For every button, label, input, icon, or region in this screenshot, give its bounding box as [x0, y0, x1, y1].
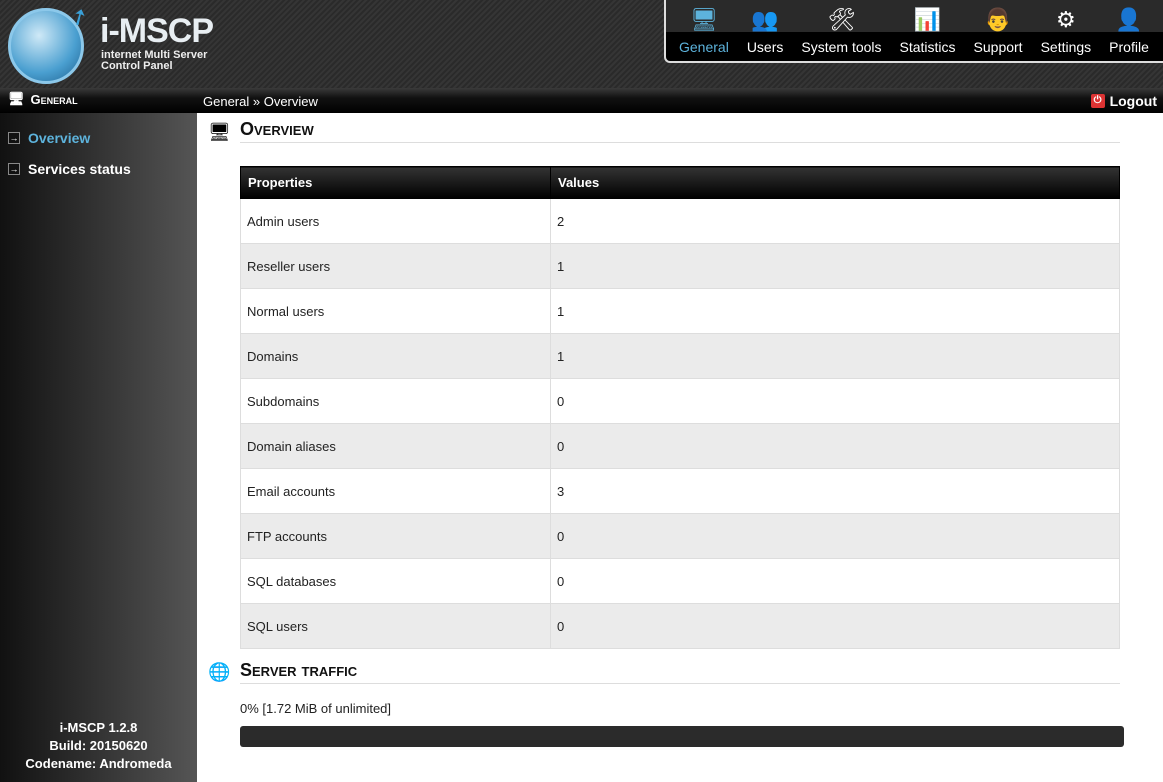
- nav-profile[interactable]: 👤 Profile: [1100, 0, 1158, 61]
- header: ➚ i-MSCP internet Multi Server Control P…: [0, 0, 1163, 88]
- sidebar: [0, 113, 197, 782]
- nav-settings[interactable]: ⚙ Settings: [1032, 0, 1101, 61]
- nav-label: Users: [746, 39, 784, 55]
- sidebar-item-label: Services status: [28, 161, 131, 177]
- property-cell: Normal users: [240, 288, 551, 334]
- codename: Codename: Andromeda: [25, 756, 172, 771]
- nav-label: Support: [973, 39, 1023, 55]
- overview-title: Overview: [240, 119, 1120, 143]
- table-row: Admin users 2: [240, 198, 1120, 244]
- table-row: Normal users 1: [240, 288, 1120, 334]
- power-icon: ⏻: [1090, 94, 1105, 108]
- tools-icon: 🛠: [827, 7, 856, 32]
- traffic-progress-bar: [240, 726, 1124, 747]
- property-cell: Subdomains: [240, 378, 551, 424]
- table-row: Email accounts 3: [240, 468, 1120, 514]
- arrow-right-icon: →: [8, 132, 20, 144]
- column-header: Properties: [240, 166, 551, 199]
- nav-system-tools[interactable]: 🛠 System tools: [792, 0, 890, 61]
- title-bar: [0, 88, 1163, 113]
- value-cell: 0: [550, 603, 1120, 649]
- nav-label: General: [679, 39, 729, 55]
- value-cell: 1: [550, 333, 1120, 379]
- users-icon: 👥: [751, 7, 779, 32]
- top-nav: 🖥 General 👥 Users 🛠 System tools 📊 Statistic…: [664, 0, 1163, 63]
- property-cell: SQL databases: [240, 558, 551, 604]
- build: Build: 20150620: [49, 738, 148, 753]
- table-row: FTP accounts 0: [240, 513, 1120, 559]
- monitor-icon: 🖥: [208, 122, 231, 142]
- logout-button[interactable]: ⏻ Logout: [1090, 93, 1157, 109]
- table-row: Reseller users 1: [240, 243, 1120, 289]
- value-cell: 2: [550, 198, 1120, 244]
- table-row: Domain aliases 0: [240, 423, 1120, 469]
- nav-label: Settings: [1040, 39, 1092, 55]
- profile-icon: 👤: [1115, 7, 1143, 32]
- traffic-text: 0% [1.72 MiB of unlimited]: [240, 701, 392, 716]
- support-icon: 👨: [984, 7, 1012, 32]
- logo: [8, 8, 84, 84]
- value-cell: 0: [550, 378, 1120, 424]
- table-row: SQL databases 0: [240, 558, 1120, 604]
- column-header: Values: [550, 166, 1120, 199]
- nav-support[interactable]: 👨 Support: [965, 0, 1032, 61]
- traffic-title: Server traffic: [240, 660, 1120, 684]
- value-cell: 0: [550, 423, 1120, 469]
- logo-title: i-MSCP: [100, 12, 214, 50]
- value-cell: 3: [550, 468, 1120, 514]
- logout-label: Logout: [1109, 93, 1157, 109]
- property-cell: Email accounts: [240, 468, 551, 514]
- property-cell: Domain aliases: [240, 423, 551, 469]
- sidebar-item-label: Overview: [28, 130, 91, 146]
- property-cell: SQL users: [240, 603, 551, 649]
- nav-statistics[interactable]: 📊 Statistics: [891, 0, 965, 61]
- logo-subtitle: internet Multi Server Control Panel: [101, 49, 208, 72]
- table-row: Subdomains 0: [240, 378, 1120, 424]
- nav-label: System tools: [801, 39, 882, 55]
- version: i-MSCP 1.2.8: [59, 720, 138, 735]
- property-cell: FTP accounts: [240, 513, 551, 559]
- section-title-text: General: [30, 91, 78, 107]
- globe-icon: 🌐: [208, 662, 231, 682]
- version-info: i-MSCP 1.2.8 Build: 20150620 Codename: A…: [0, 719, 197, 773]
- sidebar-item-overview[interactable]: → Overview: [8, 130, 90, 146]
- value-cell: 0: [550, 513, 1120, 559]
- value-cell: 0: [550, 558, 1120, 604]
- table-row: Domains 1: [240, 333, 1120, 379]
- property-cell: Domains: [240, 333, 551, 379]
- gears-icon: ⚙: [1056, 7, 1076, 32]
- sidebar-item-services-status[interactable]: → Services status: [8, 161, 131, 177]
- monitor-icon: 🖥: [689, 7, 718, 32]
- nav-label: Profile: [1109, 39, 1149, 55]
- value-cell: 1: [550, 288, 1120, 334]
- value-cell: 1: [550, 243, 1120, 289]
- table-row: SQL users 0: [240, 603, 1120, 649]
- section-title: 🖥 General: [8, 91, 78, 107]
- monitor-icon: 🖥: [8, 91, 25, 106]
- property-cell: Reseller users: [240, 243, 551, 289]
- overview-table: Properties Values Admin users 2 Reseller u…: [240, 166, 1120, 649]
- arrow-right-icon: →: [8, 163, 20, 175]
- statistics-icon: 📊: [913, 7, 942, 32]
- nav-users[interactable]: 👥 Users: [738, 0, 793, 61]
- property-cell: Admin users: [240, 198, 551, 244]
- breadcrumb: General » Overview: [203, 94, 318, 109]
- nav-general[interactable]: 🖥 General: [670, 0, 738, 61]
- nav-label: Statistics: [899, 39, 956, 55]
